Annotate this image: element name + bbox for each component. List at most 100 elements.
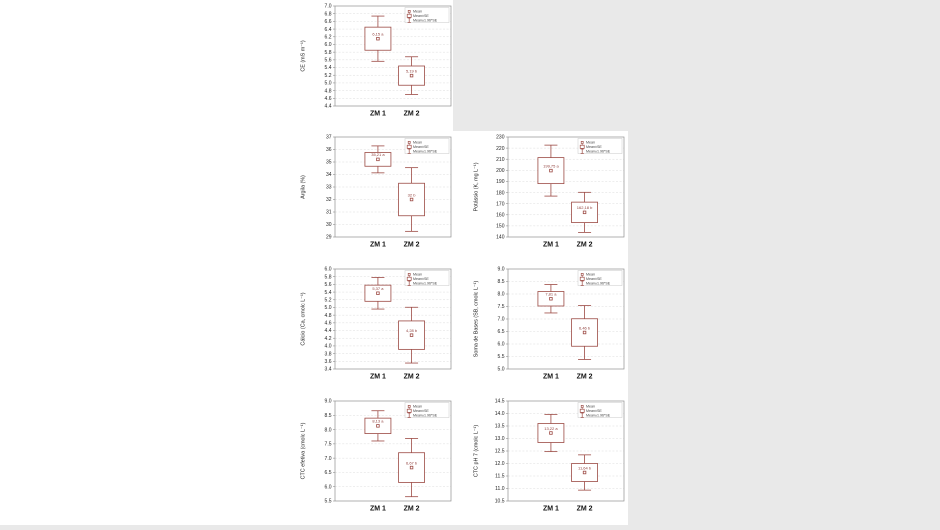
value-label: 6,15 a: [372, 31, 384, 36]
value-label: 35,21 a: [371, 152, 385, 157]
y-tick-label: 6.5: [325, 470, 332, 476]
y-axis-label: CTC efetiva (cmolc L⁻¹): [301, 422, 307, 479]
mean-marker: [409, 73, 414, 78]
boxplot-svg-argila: 29 30 31 32 33 34 35 36 37 Argila (%) 35,21 a ZM 1 3…: [301, 135, 452, 249]
y-tick-label: 5.6: [325, 282, 332, 288]
y-tick-label: 5.6: [325, 58, 332, 64]
y-tick-label: 12.5: [495, 449, 505, 455]
y-tick-label: 9.0: [498, 267, 505, 273]
plot-border: [507, 400, 625, 502]
boxplot-calcio: 3.4 3.6 3.8 4.0 4.2 4.4 4.6 4.8 5.0 5.2 5.4 5.6 5.8 6…: [298, 265, 453, 392]
legend-box: [404, 138, 450, 154]
mean-marker: [376, 157, 380, 162]
y-tick-label: 31: [326, 210, 332, 216]
value-label: 5,37 a: [372, 286, 384, 291]
y-tick-label: 4.2: [325, 336, 332, 342]
se-box: [571, 318, 598, 347]
se-box: [364, 417, 392, 434]
se-box: [398, 320, 425, 350]
se-box: [537, 291, 565, 307]
y-tick-label: 6.5: [498, 329, 505, 335]
legend-label: Mean: [586, 273, 595, 277]
box-group-zm-2: 6,67 b: [398, 438, 425, 498]
y-tick-label: 7.0: [325, 456, 332, 462]
boxplot-svg-potassio: 140 150 160 170 180 190 200 210 220 230 Potássio (…: [474, 135, 625, 249]
box-group-zm-1: 199,75 a: [537, 144, 565, 197]
legend-box: [404, 270, 450, 286]
plot-border: [334, 136, 452, 238]
box-group-zm-2: 6,46 b: [571, 305, 598, 360]
y-tick-label: 11.5: [495, 474, 505, 480]
se-box: [571, 201, 598, 223]
y-tick-label: 32: [326, 197, 332, 203]
boxplot-ce: 4.4 4.6 4.8 5.0 5.2 5.4 5.6 5.8 6.0 6.2 6.4 6.6 6.8 7…: [298, 2, 453, 129]
box-group-zm-2: 5,19 b: [398, 56, 425, 95]
plot-border: [507, 136, 625, 238]
box-group-zm-1: 7,81 a: [537, 284, 565, 314]
boxplot-svg-ce: 4.4 4.6 4.85.0 5.2 5.45.6 5.8 6.0 6.26.4 6.6 6.87…: [301, 4, 452, 118]
y-tick-label: 4.4: [325, 104, 332, 110]
y-tick-label: 160: [496, 212, 505, 218]
boxplot-svg-ctc-ph7: 10.5 11.0 11.5 12.0 12.5 13.0 13.5 14.0 14.5 CTC …: [474, 399, 625, 513]
whisker-icon: [407, 17, 411, 23]
whisker-icon: [580, 412, 584, 418]
y-tick-label: 10.5: [495, 499, 505, 505]
mean-square-icon: [407, 273, 411, 276]
y-tick-label: 4.8: [325, 88, 332, 94]
y-tick-label: 9.0: [325, 399, 332, 405]
mean-marker: [582, 210, 587, 215]
mean-marker: [376, 36, 380, 41]
se-box: [364, 284, 392, 302]
boxplot-soma-de-bases: 5.0 5.5 6.0 6.5 7.0 7.5 8.0 8.5 9.0 Soma de Bases…: [471, 265, 626, 392]
whisker-icon: [580, 280, 584, 286]
y-axis-label: CTC pH 7 (cmolc L⁻¹): [474, 425, 480, 477]
y-tick-label: 8.5: [325, 413, 332, 419]
value-label: 162,18 b: [577, 205, 593, 210]
value-label: 32 b: [408, 192, 417, 197]
legend-label: Mean±1.96*SE: [586, 413, 611, 417]
whisker-icon: [580, 148, 584, 154]
y-tick-label: 5.2: [325, 297, 332, 303]
x-category-label: ZM 1: [370, 242, 386, 249]
y-tick-label: 220: [496, 146, 505, 152]
y-tick-label: 6.0: [325, 484, 332, 490]
value-label: 199,75 a: [543, 163, 559, 168]
legend-box: [404, 7, 450, 23]
whisker-icon: [407, 280, 411, 286]
y-axis-label: Potássio (K, mg L⁻¹): [474, 162, 480, 211]
legend-label: Mean±1.96*SE: [413, 413, 438, 417]
y-tick-label: 6.2: [325, 34, 332, 40]
y-tick-label: 12.0: [495, 461, 505, 467]
box-group-zm-1: 6,15 a: [364, 15, 392, 62]
y-axis: 5.0 5.5 6.0 6.5 7.0 7.5 8.0 8.5 9.0: [498, 267, 624, 373]
y-tick-label: 35: [326, 160, 332, 166]
y-axis-label: Argila (%): [301, 175, 307, 199]
value-label: 6,46 b: [579, 325, 591, 330]
x-category-label: ZM 2: [404, 506, 420, 513]
y-axis: 140 150 160 170 180 190 200 210 220 230: [496, 135, 624, 241]
se-box: [364, 152, 392, 167]
y-tick-label: 37: [326, 135, 332, 141]
value-label: 4,28 b: [406, 328, 418, 333]
legend-label: Mean±SE: [586, 145, 602, 149]
legend-label: Mean±1.96*SE: [413, 281, 438, 285]
value-label: 8,13 a: [372, 419, 384, 424]
plot-border: [334, 5, 452, 107]
se-box: [364, 26, 392, 51]
mean-marker: [549, 168, 553, 173]
y-tick-label: 7.0: [498, 317, 505, 323]
value-label: 5,19 b: [406, 68, 418, 73]
mean-marker: [409, 465, 414, 470]
whisker-icon: [407, 412, 411, 418]
plot-border: [334, 268, 452, 370]
y-tick-label: 7.5: [498, 304, 505, 310]
boxplot-potassio: 140 150 160 170 180 190 200 210 220 230 Potássio (…: [471, 133, 626, 260]
boxplot-ctc-ph7: 10.5 11.0 11.5 12.0 12.5 13.0 13.5 14.0 14.5 CTC …: [471, 397, 626, 524]
y-tick-label: 4.6: [325, 96, 332, 102]
box-group-zm-1: 5,37 a: [364, 276, 392, 310]
x-category-label: ZM 2: [404, 374, 420, 381]
y-tick-label: 5.8: [325, 50, 332, 56]
